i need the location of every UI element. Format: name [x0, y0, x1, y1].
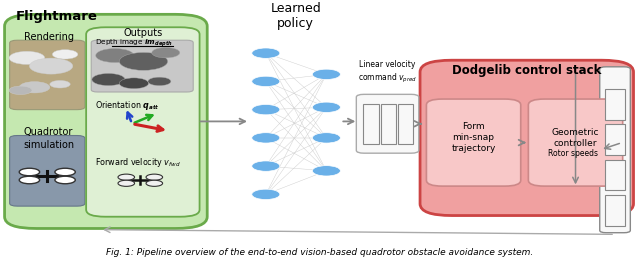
Circle shape	[9, 86, 32, 95]
Circle shape	[148, 77, 171, 86]
Bar	[381, 104, 396, 144]
Text: Quadrotor
simulation: Quadrotor simulation	[24, 127, 75, 150]
Circle shape	[312, 102, 340, 113]
Circle shape	[118, 174, 134, 180]
Circle shape	[312, 69, 340, 79]
Text: Learned
policy: Learned policy	[271, 2, 321, 30]
Text: Rendering: Rendering	[24, 32, 74, 42]
Bar	[605, 89, 625, 120]
Bar	[605, 124, 625, 155]
FancyBboxPatch shape	[92, 40, 193, 92]
Circle shape	[19, 82, 50, 93]
FancyBboxPatch shape	[600, 67, 630, 233]
Text: Outputs: Outputs	[124, 29, 163, 39]
Circle shape	[118, 180, 134, 186]
Text: Flightmare: Flightmare	[15, 10, 97, 23]
Circle shape	[55, 168, 76, 176]
FancyBboxPatch shape	[426, 99, 521, 186]
Circle shape	[252, 76, 280, 87]
Circle shape	[146, 180, 163, 186]
Circle shape	[252, 161, 280, 171]
Circle shape	[152, 48, 180, 58]
Circle shape	[119, 52, 168, 70]
Bar	[397, 104, 413, 144]
Text: Rotor speeds: Rotor speeds	[548, 149, 598, 158]
Circle shape	[52, 50, 78, 59]
Circle shape	[29, 58, 73, 74]
Bar	[364, 104, 379, 144]
Circle shape	[92, 74, 125, 86]
FancyBboxPatch shape	[10, 135, 85, 206]
Text: Depth image $\bfit{im}_{depth}$: Depth image $\bfit{im}_{depth}$	[95, 37, 173, 49]
Text: Dodgelib control stack: Dodgelib control stack	[452, 64, 602, 77]
Circle shape	[252, 133, 280, 143]
Circle shape	[55, 176, 76, 184]
Circle shape	[96, 49, 134, 62]
Bar	[605, 160, 625, 190]
Bar	[605, 195, 625, 226]
Circle shape	[252, 189, 280, 199]
FancyBboxPatch shape	[529, 99, 623, 186]
Text: Geometric
controller: Geometric controller	[552, 128, 599, 148]
Text: Forward velocity $v_{fwd}$: Forward velocity $v_{fwd}$	[95, 155, 181, 169]
Circle shape	[312, 166, 340, 176]
FancyBboxPatch shape	[10, 40, 85, 110]
Circle shape	[252, 48, 280, 58]
Text: Orientation $\bfit{q}_{att}$: Orientation $\bfit{q}_{att}$	[95, 99, 160, 112]
FancyBboxPatch shape	[420, 60, 634, 216]
Circle shape	[50, 80, 70, 88]
FancyBboxPatch shape	[4, 14, 207, 228]
FancyBboxPatch shape	[86, 27, 200, 217]
Circle shape	[9, 51, 45, 65]
Circle shape	[312, 133, 340, 143]
Text: Linear velocity
command $v_{pred}$: Linear velocity command $v_{pred}$	[358, 60, 417, 85]
Circle shape	[119, 78, 148, 89]
Text: Fig. 1: Pipeline overview of the end-to-end vision-based quadrotor obstacle avoi: Fig. 1: Pipeline overview of the end-to-…	[106, 249, 534, 257]
Circle shape	[252, 104, 280, 115]
Circle shape	[19, 168, 40, 176]
Circle shape	[19, 176, 40, 184]
Text: Form
min-snap
trajectory: Form min-snap trajectory	[451, 122, 496, 153]
Circle shape	[146, 174, 163, 180]
FancyBboxPatch shape	[356, 94, 419, 153]
